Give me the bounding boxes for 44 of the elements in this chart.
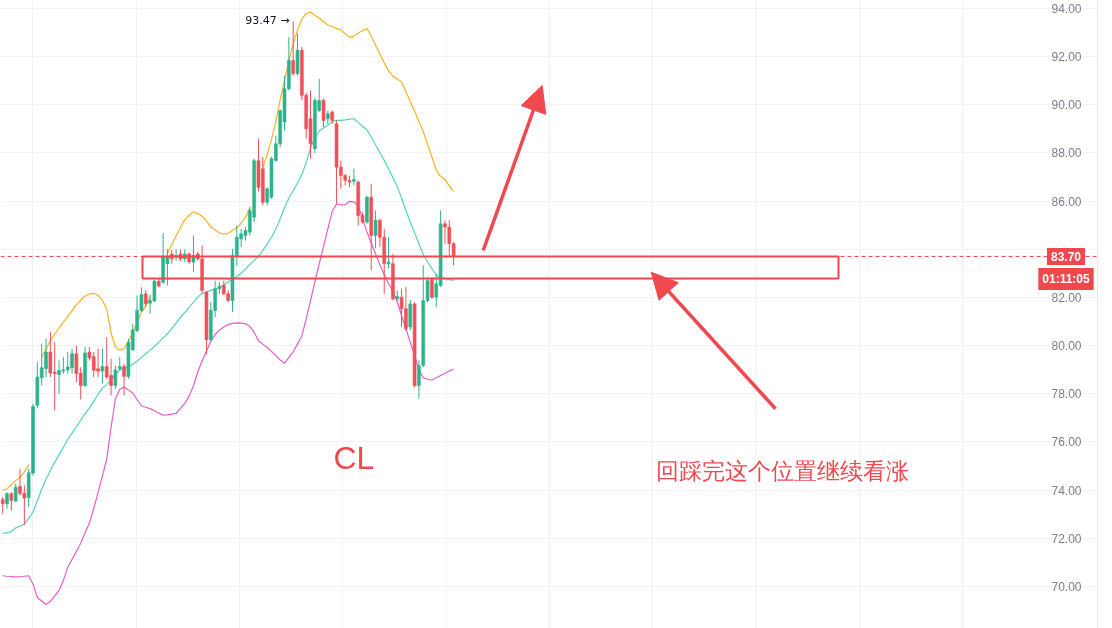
candlestick (443, 219, 447, 245)
y-tick-label: 86.00 (1051, 194, 1082, 209)
candlestick (109, 358, 113, 396)
y-tick-label: 80.00 (1051, 339, 1082, 354)
candlestick (70, 348, 74, 375)
candlestick (352, 168, 356, 186)
y-tick-label: 88.00 (1051, 146, 1082, 161)
candlestick (373, 209, 378, 249)
candlestick (52, 341, 57, 411)
candlestick (65, 351, 70, 375)
candlestick (386, 236, 391, 270)
candlestick (165, 248, 170, 286)
candlestick (191, 235, 196, 273)
annotation: 01:11:05 (1042, 272, 1091, 286)
candlestick (91, 351, 96, 378)
candlestick (291, 20, 295, 77)
y-tick-label: 82.00 (1051, 290, 1082, 305)
y-tick-label: 70.00 (1051, 579, 1082, 594)
annotation: CL (333, 439, 375, 476)
candlestick (96, 348, 100, 378)
y-tick-label: 78.00 (1051, 387, 1082, 402)
candlestick (100, 348, 105, 385)
candlestick (57, 359, 61, 395)
candlestick (122, 363, 126, 396)
ref-line-label: 83.70 (1050, 249, 1082, 264)
annotation: 93.47 → (245, 14, 290, 27)
y-tick-label: 92.00 (1051, 50, 1082, 65)
candlestick (326, 110, 330, 125)
candlestick (48, 331, 53, 378)
candlestick (399, 288, 404, 328)
candlestick (9, 491, 14, 512)
y-tick-label: 72.00 (1051, 531, 1082, 546)
candlestick (113, 365, 118, 390)
y-tick-label: 74.00 (1051, 483, 1082, 498)
line-series (2, 200, 455, 606)
candlestick (408, 299, 413, 331)
candlestick (44, 338, 48, 378)
candlestick (295, 33, 300, 77)
annotation: 回踩完这个位置继续看涨 (655, 457, 909, 484)
candlestick (18, 468, 22, 496)
y-tick-label: 76.00 (1051, 435, 1082, 450)
candlestick (321, 98, 326, 128)
y-tick-label: 90.00 (1051, 98, 1082, 113)
y-tick-label: 94.00 (1051, 1, 1082, 16)
